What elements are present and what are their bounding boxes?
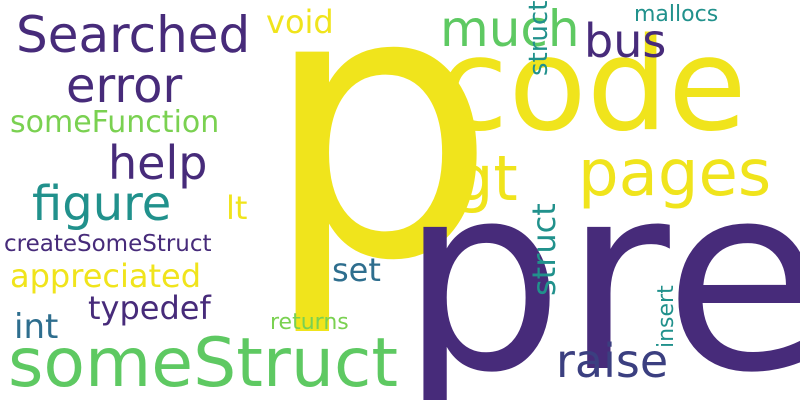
word-error: error <box>66 58 183 114</box>
word-pre: pre <box>400 129 800 400</box>
word-searched: Searched <box>16 6 251 64</box>
word-struct-lower: struct <box>525 203 563 296</box>
word-help: help <box>108 136 208 190</box>
word-typedef: typedef <box>88 289 211 327</box>
word-set: set <box>332 251 381 289</box>
word-someStruct: someStruct <box>8 324 399 400</box>
word-struct-upper: struct <box>524 0 554 76</box>
word-much: much <box>440 0 580 58</box>
word-void: void <box>266 3 334 41</box>
word-bus: bus <box>584 14 667 68</box>
word-gt: gt <box>454 142 518 215</box>
word-code: code <box>438 11 747 160</box>
word-insert: insert <box>654 285 679 348</box>
word-mallocs: mallocs <box>634 2 719 27</box>
word-pages: pages <box>578 137 772 211</box>
word-someFunction: someFunction <box>10 105 220 140</box>
word-createSomeStruct: createSomeStruct <box>4 231 212 257</box>
word-raise: raise <box>556 334 669 388</box>
word-figure: figure <box>32 176 172 232</box>
word-returns: returns <box>270 310 349 335</box>
word-appreciated: appreciated <box>10 257 202 295</box>
word-int: int <box>14 307 59 347</box>
word-lt: lt <box>226 189 248 227</box>
word-p: p <box>262 0 497 342</box>
